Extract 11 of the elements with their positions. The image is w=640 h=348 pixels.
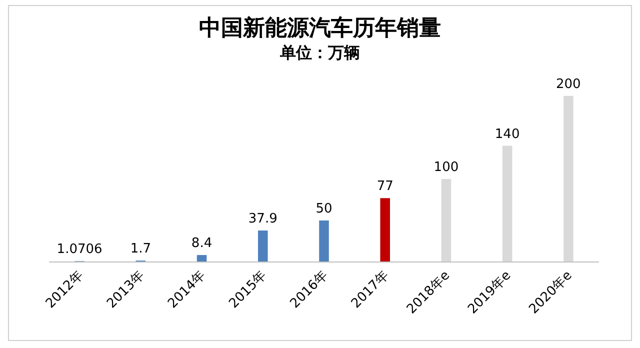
data-label: 1.0706 [56,242,102,258]
data-label: 77 [376,179,394,194]
data-label: 200 [556,76,581,92]
chart-subtitle: 单位：万辆 [279,42,361,64]
data-label: 50 [316,201,332,216]
data-label: 100 [434,160,459,175]
data-label: 1.7 [130,242,152,257]
data-label: 37.9 [248,212,278,227]
data-label: 8.4 [191,236,212,252]
chart-title: 中国新能源汽车历年销量 [198,16,442,42]
data-label: 140 [494,126,520,142]
